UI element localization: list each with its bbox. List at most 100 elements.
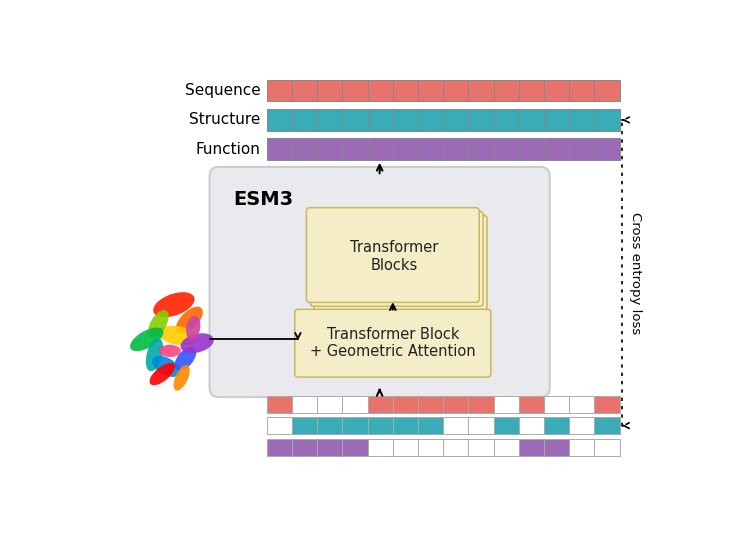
Bar — [343, 395, 368, 412]
FancyBboxPatch shape — [209, 167, 550, 397]
Bar — [368, 109, 393, 131]
Bar — [519, 417, 544, 434]
Bar — [418, 109, 443, 131]
Bar — [343, 80, 368, 101]
Bar — [317, 439, 343, 455]
Bar — [267, 80, 292, 101]
Bar — [368, 439, 393, 455]
Bar — [267, 439, 292, 455]
Bar — [494, 417, 519, 434]
FancyBboxPatch shape — [306, 208, 480, 302]
Ellipse shape — [159, 345, 181, 357]
Bar — [443, 139, 468, 160]
Ellipse shape — [173, 365, 189, 390]
Bar — [494, 139, 519, 160]
Bar — [594, 109, 619, 131]
Bar — [292, 80, 317, 101]
Bar — [544, 109, 569, 131]
Bar — [519, 80, 544, 101]
Bar — [594, 439, 619, 455]
Bar — [317, 109, 343, 131]
Bar — [443, 417, 468, 434]
Ellipse shape — [175, 347, 196, 370]
Bar — [418, 80, 443, 101]
Bar — [468, 439, 494, 455]
Bar — [468, 417, 494, 434]
Bar — [292, 395, 317, 412]
Bar — [594, 80, 619, 101]
Text: ESM3: ESM3 — [233, 190, 293, 209]
Bar — [594, 417, 619, 434]
Ellipse shape — [130, 328, 164, 351]
Bar — [393, 395, 418, 412]
Bar — [519, 139, 544, 160]
Bar — [594, 395, 619, 412]
Text: Transformer
Blocks: Transformer Blocks — [350, 240, 439, 273]
Bar — [494, 439, 519, 455]
Bar — [569, 139, 594, 160]
Bar — [544, 395, 569, 412]
Bar — [443, 109, 468, 131]
Ellipse shape — [158, 326, 198, 345]
Bar — [418, 139, 443, 160]
Ellipse shape — [153, 292, 195, 317]
Bar — [267, 417, 292, 434]
Bar — [343, 439, 368, 455]
Bar — [468, 139, 494, 160]
Bar — [267, 139, 292, 160]
Bar — [317, 80, 343, 101]
Bar — [594, 139, 619, 160]
Bar — [544, 80, 569, 101]
Bar — [267, 395, 292, 412]
Bar — [494, 109, 519, 131]
Bar — [443, 80, 468, 101]
Text: Cross entropy loss: Cross entropy loss — [629, 212, 642, 334]
Bar — [292, 109, 317, 131]
Ellipse shape — [181, 333, 214, 353]
Bar — [343, 109, 368, 131]
Bar — [368, 139, 393, 160]
Bar — [519, 109, 544, 131]
Bar — [569, 395, 594, 412]
Bar — [267, 109, 292, 131]
Bar — [544, 439, 569, 455]
Bar — [292, 139, 317, 160]
Ellipse shape — [152, 356, 181, 377]
Bar — [443, 395, 468, 412]
Bar — [494, 80, 519, 101]
Bar — [569, 439, 594, 455]
Bar — [393, 417, 418, 434]
Bar — [468, 80, 494, 101]
Bar — [343, 139, 368, 160]
Text: Sequence: Sequence — [185, 83, 260, 98]
Ellipse shape — [149, 363, 175, 385]
Bar — [544, 139, 569, 160]
Text: Structure: Structure — [189, 112, 260, 128]
Bar — [292, 439, 317, 455]
Bar — [468, 109, 494, 131]
Ellipse shape — [148, 310, 169, 338]
Bar — [418, 395, 443, 412]
Bar — [569, 417, 594, 434]
Bar — [393, 109, 418, 131]
Bar — [343, 417, 368, 434]
Bar — [317, 139, 343, 160]
Bar — [519, 439, 544, 455]
FancyBboxPatch shape — [295, 309, 491, 377]
Bar — [368, 80, 393, 101]
Bar — [443, 439, 468, 455]
Bar — [569, 109, 594, 131]
Bar — [368, 417, 393, 434]
Bar — [393, 80, 418, 101]
FancyBboxPatch shape — [310, 212, 483, 306]
Bar — [494, 395, 519, 412]
Bar — [418, 439, 443, 455]
Bar — [393, 139, 418, 160]
Bar — [393, 439, 418, 455]
Text: Function: Function — [196, 142, 260, 157]
Ellipse shape — [146, 338, 164, 371]
Bar — [418, 417, 443, 434]
Bar — [519, 395, 544, 412]
Ellipse shape — [186, 316, 201, 340]
Bar — [569, 80, 594, 101]
